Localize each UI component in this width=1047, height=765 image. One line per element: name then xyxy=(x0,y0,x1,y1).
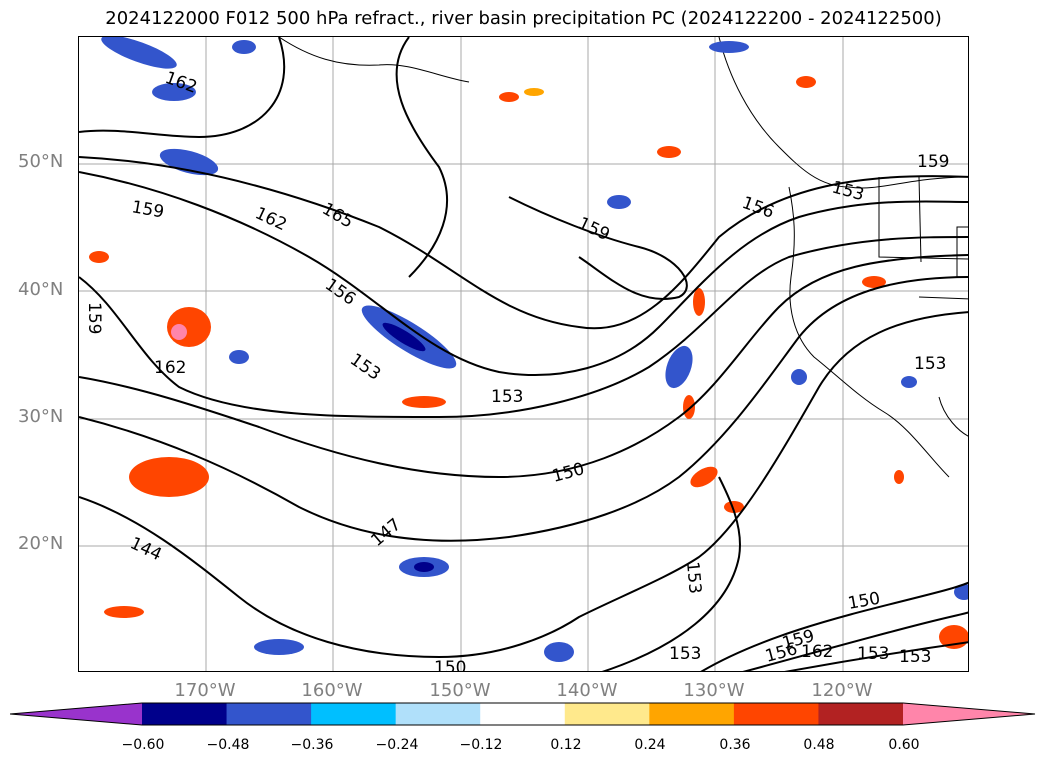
lon-label-150w: 150°W xyxy=(429,680,491,701)
colorbar-bin xyxy=(480,703,566,725)
colorbar-bins xyxy=(10,703,1035,725)
colorbar-bin xyxy=(226,703,312,725)
contour-label: 162 xyxy=(801,642,833,662)
lon-label-130w: 130°W xyxy=(683,680,745,701)
contour-label: 150 xyxy=(550,459,587,487)
map-panel: 162 159 162 165 156 159 159 156 153 159 … xyxy=(78,36,969,672)
colorbar-bin xyxy=(395,703,481,725)
lat-label-40n: 40°N xyxy=(18,279,64,300)
colorbar-bin xyxy=(564,703,650,725)
contour-label: 147 xyxy=(367,515,405,551)
contour-label: 153 xyxy=(346,350,384,385)
lon-label-120w: 120°W xyxy=(811,680,873,701)
lat-label-30n: 30°N xyxy=(18,406,64,427)
contour-label: 159 xyxy=(84,302,104,334)
contour-label: 162 xyxy=(154,358,186,378)
colorbar-bin xyxy=(818,703,904,725)
colorbar-tick: −0.36 xyxy=(290,737,334,753)
coastlines xyxy=(278,37,968,478)
graticule xyxy=(79,37,968,671)
colorbar-outline xyxy=(10,702,1036,726)
contour-label: 153 xyxy=(669,644,701,664)
contour-label: 165 xyxy=(319,199,357,233)
map-title: 2024122000 F012 500 hPa refract., river … xyxy=(105,8,942,29)
colorbar-tick: −0.12 xyxy=(459,737,503,753)
colorbar-tick: 0.48 xyxy=(803,737,835,753)
contour-label: 150 xyxy=(434,658,466,672)
colorbar-tick: −0.60 xyxy=(121,737,165,753)
lat-label-50n: 50°N xyxy=(18,151,64,172)
colorbar-tick: 0.12 xyxy=(550,737,582,753)
lon-label-160w: 160°W xyxy=(301,680,363,701)
lon-label-170w: 170°W xyxy=(174,680,236,701)
lat-label-20n: 20°N xyxy=(18,533,64,554)
contour-label: 150 xyxy=(846,589,881,614)
contour-label: 159 xyxy=(130,197,165,222)
contour-label: 153 xyxy=(914,354,946,374)
contour-label: 159 xyxy=(575,213,613,245)
colorbar xyxy=(10,702,1036,726)
contour-label: 153 xyxy=(830,178,867,206)
contour-label: 159 xyxy=(917,152,949,172)
contour-label-group: 162 159 162 165 156 159 159 156 153 159 … xyxy=(84,68,949,672)
colorbar-bin xyxy=(733,703,819,725)
precip-shading xyxy=(89,37,968,662)
colorbar-tick: 0.24 xyxy=(634,737,666,753)
colorbar-bin xyxy=(10,703,142,725)
colorbar-tick: −0.24 xyxy=(375,737,419,753)
colorbar-tick: 0.36 xyxy=(719,737,751,753)
colorbar-bin xyxy=(903,703,1035,725)
refractivity-contours xyxy=(79,37,968,671)
colorbar-bin xyxy=(142,703,228,725)
lon-label-140w: 140°W xyxy=(556,680,618,701)
colorbar-bin xyxy=(649,703,735,725)
contour-label: 153 xyxy=(682,561,705,595)
colorbar-bin xyxy=(311,703,397,725)
colorbar-tick: 0.60 xyxy=(888,737,920,753)
colorbar-tick: −0.48 xyxy=(206,737,250,753)
map-canvas: 162 159 162 165 156 159 159 156 153 159 … xyxy=(79,37,968,672)
contour-label: 153 xyxy=(491,387,523,407)
contour-label: 153 xyxy=(857,644,889,664)
contour-label: 156 xyxy=(321,275,359,310)
contour-label: 153 xyxy=(899,647,931,667)
